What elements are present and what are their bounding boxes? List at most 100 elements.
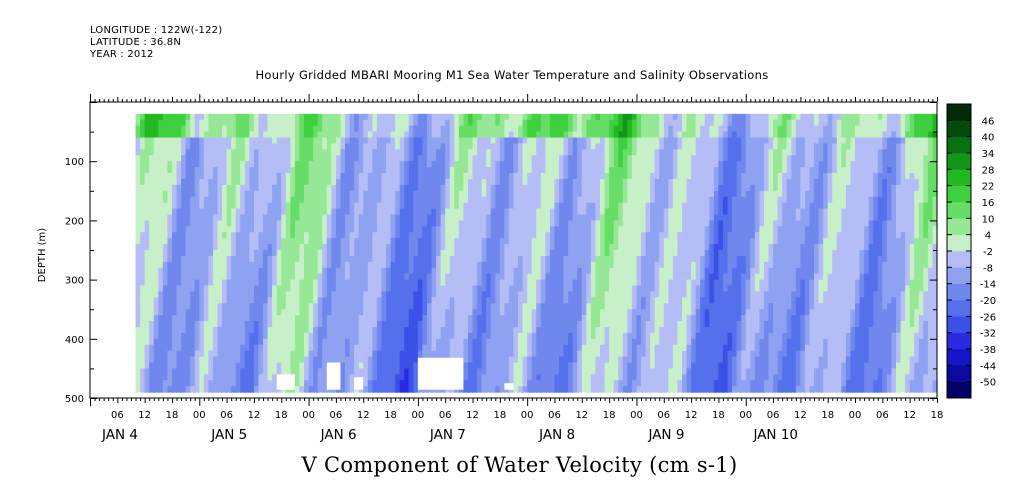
heatmap-cell bbox=[203, 309, 209, 316]
heatmap-cell bbox=[554, 226, 560, 233]
heatmap-cell bbox=[440, 208, 446, 216]
heatmap-cell bbox=[326, 220, 332, 227]
heatmap-cell bbox=[363, 386, 369, 393]
heatmap-cell bbox=[518, 291, 524, 298]
heatmap-cell bbox=[140, 303, 146, 310]
heatmap-cell bbox=[349, 119, 355, 127]
heatmap-cell bbox=[490, 338, 496, 346]
heatmap-cell bbox=[477, 267, 483, 275]
heatmap-cell bbox=[390, 273, 396, 281]
heatmap-cell bbox=[240, 368, 246, 375]
heatmap-cell bbox=[140, 309, 146, 316]
heatmap-cell bbox=[449, 321, 455, 328]
heatmap-cell bbox=[490, 255, 496, 263]
heatmap-cell bbox=[540, 309, 546, 316]
heatmap-cell bbox=[463, 368, 469, 375]
heatmap-cell bbox=[513, 232, 519, 239]
heatmap-cell bbox=[217, 356, 223, 364]
heatmap-cell bbox=[185, 267, 191, 275]
heatmap-cell bbox=[253, 380, 260, 387]
heatmap-cell bbox=[345, 184, 351, 192]
heatmap-cell bbox=[253, 350, 260, 358]
heatmap-cell bbox=[563, 291, 569, 298]
heatmap-cell bbox=[363, 149, 369, 156]
heatmap-cell bbox=[276, 178, 282, 186]
heatmap-cell bbox=[404, 214, 410, 221]
heatmap-cell bbox=[563, 226, 569, 233]
heatmap-cell bbox=[481, 238, 487, 245]
heatmap-cell bbox=[253, 279, 260, 287]
heatmap-cell bbox=[408, 167, 414, 174]
heatmap-cell bbox=[235, 326, 241, 334]
heatmap-cell bbox=[290, 137, 296, 145]
heatmap-cell bbox=[267, 226, 273, 233]
heatmap-cell bbox=[149, 344, 155, 352]
heatmap-cell bbox=[385, 291, 392, 298]
heatmap-cell bbox=[495, 113, 501, 121]
heatmap-cell bbox=[208, 255, 214, 263]
heatmap-cell bbox=[253, 321, 260, 328]
heatmap-cell bbox=[540, 208, 546, 216]
heatmap-cell bbox=[176, 303, 182, 310]
heatmap-cell bbox=[381, 226, 387, 233]
heatmap-cell bbox=[454, 125, 460, 133]
heatmap-cell bbox=[140, 380, 146, 387]
heatmap-cell bbox=[590, 338, 597, 346]
heatmap-cell bbox=[149, 173, 155, 180]
heatmap-cell bbox=[158, 167, 164, 174]
heatmap-cell bbox=[572, 149, 578, 156]
heatmap-cell bbox=[563, 143, 569, 150]
heatmap-cell bbox=[140, 267, 146, 275]
heatmap-cell bbox=[440, 309, 446, 316]
heatmap-cell bbox=[554, 214, 560, 221]
heatmap-cell bbox=[158, 196, 164, 204]
heatmap-cell bbox=[436, 309, 442, 316]
heatmap-cell bbox=[545, 279, 551, 287]
heatmap-cell bbox=[299, 267, 305, 275]
heatmap-cell bbox=[408, 273, 414, 281]
heatmap-cell bbox=[308, 214, 314, 221]
heatmap-cell bbox=[235, 255, 241, 263]
heatmap-cell bbox=[499, 113, 505, 121]
heatmap-cell bbox=[208, 297, 214, 304]
heatmap-cell bbox=[249, 285, 255, 293]
heatmap-cell bbox=[426, 113, 433, 121]
heatmap-cell bbox=[495, 143, 501, 150]
heatmap-cell bbox=[399, 291, 405, 298]
heatmap-cell bbox=[212, 250, 219, 257]
heatmap-cell bbox=[395, 190, 401, 198]
heatmap-cell bbox=[540, 338, 546, 346]
heatmap-cell bbox=[554, 119, 560, 127]
heatmap-cell bbox=[440, 344, 446, 352]
heatmap-cell bbox=[171, 380, 178, 387]
heatmap-cell bbox=[253, 214, 260, 221]
heatmap-cell bbox=[345, 297, 351, 304]
heatmap-cell bbox=[294, 344, 301, 352]
heatmap-cell bbox=[454, 321, 460, 328]
heatmap-cell bbox=[518, 131, 524, 139]
heatmap-cell bbox=[417, 238, 424, 245]
heatmap-cell bbox=[472, 202, 478, 210]
heatmap-cell bbox=[581, 315, 587, 322]
heatmap-cell bbox=[322, 368, 328, 375]
heatmap-cell bbox=[595, 368, 601, 375]
heatmap-cell bbox=[531, 184, 537, 192]
heatmap-cell bbox=[454, 291, 460, 298]
heatmap-cell bbox=[604, 178, 610, 186]
heatmap-cell bbox=[385, 131, 392, 139]
heatmap-cell bbox=[581, 173, 587, 180]
heatmap-cell bbox=[367, 386, 373, 393]
heatmap-cell bbox=[609, 178, 615, 186]
heatmap-cell bbox=[527, 332, 533, 340]
heatmap-cell bbox=[522, 303, 528, 310]
heatmap-cell bbox=[563, 125, 569, 133]
heatmap-cell bbox=[317, 315, 323, 322]
heatmap-cell bbox=[600, 338, 606, 346]
heatmap-cell bbox=[477, 374, 483, 381]
heatmap-cell bbox=[600, 196, 606, 204]
heatmap-cell bbox=[381, 119, 387, 127]
heatmap-cell bbox=[390, 178, 396, 186]
heatmap-cell bbox=[208, 267, 214, 275]
heatmap-cell bbox=[244, 374, 250, 381]
heatmap-cell bbox=[554, 362, 560, 369]
